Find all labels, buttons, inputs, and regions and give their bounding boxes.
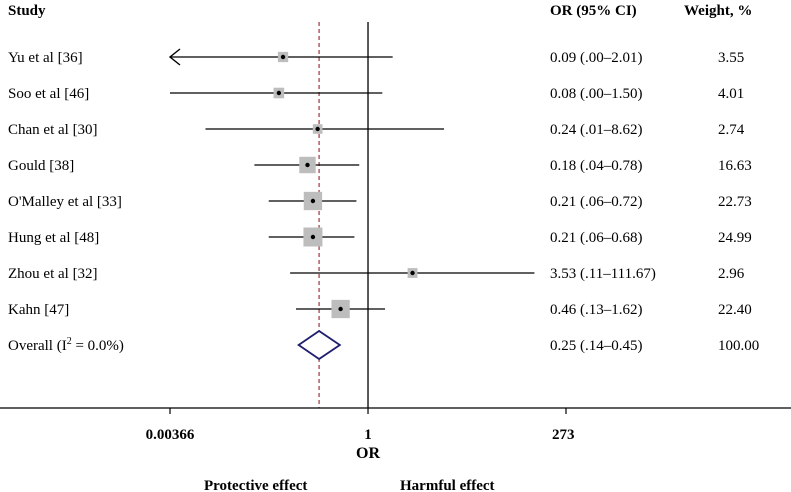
overall-label-rest: = 0.0%) <box>72 338 124 354</box>
protective-effect-label: Protective effect <box>204 478 307 492</box>
weight-value: 2.74 <box>718 122 745 138</box>
truncation-arrow <box>168 48 181 66</box>
overall-diamond <box>297 329 342 361</box>
study-label: Chan et al [30] <box>8 122 98 138</box>
weight-value: 3.55 <box>718 50 744 66</box>
overall-weight-value: 100.00 <box>718 338 759 354</box>
weight-value: 22.73 <box>718 194 752 210</box>
x-axis-label: OR <box>356 445 380 462</box>
or-ci-value: 0.24 (.01–8.62) <box>550 122 643 138</box>
point-estimate <box>338 306 343 312</box>
overall-row: Overall (I2 = 0.0%) 0.25 (.14–0.45) 100.00 <box>8 329 759 361</box>
weight-value: 16.63 <box>718 158 752 174</box>
overall-label-main: Overall (I <box>8 338 67 354</box>
or-ci-value: 0.21 (.06–0.68) <box>550 230 643 246</box>
or-ci-value: 0.21 (.06–0.72) <box>550 194 643 210</box>
x-tick-label: 1 <box>364 427 372 443</box>
or-ci-value: 0.18 (.04–0.78) <box>550 158 643 174</box>
weight-value: 2.96 <box>718 266 745 282</box>
study-label: Soo et al [46] <box>8 86 89 102</box>
overall-or-ci-value: 0.25 (.14–0.45) <box>550 338 643 354</box>
table-row: O'Malley et al [33] 0.21 (.06–0.72) 22.73 <box>8 191 752 211</box>
point-estimate <box>410 270 415 276</box>
table-row: Hung et al [48] 0.21 (.06–0.68) 24.99 <box>8 227 752 247</box>
effect-labels: Protective effect Harmful effect <box>204 478 495 492</box>
study-label: Kahn [47] <box>8 302 69 318</box>
point-estimate <box>280 54 286 60</box>
weight-value: 4.01 <box>718 86 744 102</box>
study-label: Gould [38] <box>8 158 74 174</box>
x-tick-label: 0.00366 <box>146 427 195 443</box>
table-row: Zhou et al [32] 3.53 (.11–111.67) 2.96 <box>8 266 745 282</box>
overall-label: Overall (I2 = 0.0%) <box>8 336 124 354</box>
table-row: Soo et al [46] 0.08 (.00–1.50) 4.01 <box>8 86 744 102</box>
x-axis: 0.00366 1 273 OR <box>0 407 791 462</box>
point-estimate <box>305 162 310 168</box>
x-tick-label: 273 <box>552 427 575 443</box>
or-ci-value: 0.46 (.13–1.62) <box>550 302 643 318</box>
study-rows: Yu et al [36] 0.09 (.00–2.01) 3.55 Soo et a… <box>8 48 752 319</box>
or-ci-value: 0.08 (.00–1.50) <box>550 86 643 102</box>
point-estimate <box>310 198 316 204</box>
study-label: Zhou et al [32] <box>8 266 98 282</box>
study-label: Yu et al [36] <box>8 50 83 66</box>
weight-value: 24.99 <box>718 230 752 246</box>
column-headers: Study OR (95% CI) Weight, % <box>8 3 752 19</box>
study-label: Hung et al [48] <box>8 230 99 246</box>
point-estimate <box>310 234 316 240</box>
harmful-effect-label: Harmful effect <box>400 478 495 492</box>
point-estimate <box>315 126 320 132</box>
weight-value: 22.40 <box>718 302 752 318</box>
overall-label-superscript: 2 <box>67 336 72 347</box>
header-or-ci: OR (95% CI) <box>550 3 637 19</box>
header-weight: Weight, % <box>684 3 752 19</box>
table-row: Gould [38] 0.18 (.04–0.78) 16.63 <box>8 156 752 174</box>
table-row: Chan et al [30] 0.24 (.01–8.62) 2.74 <box>8 122 745 138</box>
point-estimate <box>276 90 282 96</box>
header-study: Study <box>8 3 46 19</box>
or-ci-value: 0.09 (.00–2.01) <box>550 50 643 66</box>
study-label: O'Malley et al [33] <box>8 194 122 210</box>
table-row: Yu et al [36] 0.09 (.00–2.01) 3.55 <box>8 48 744 66</box>
table-row: Kahn [47] 0.46 (.13–1.62) 22.40 <box>8 299 752 319</box>
or-ci-value: 3.53 (.11–111.67) <box>550 266 656 282</box>
